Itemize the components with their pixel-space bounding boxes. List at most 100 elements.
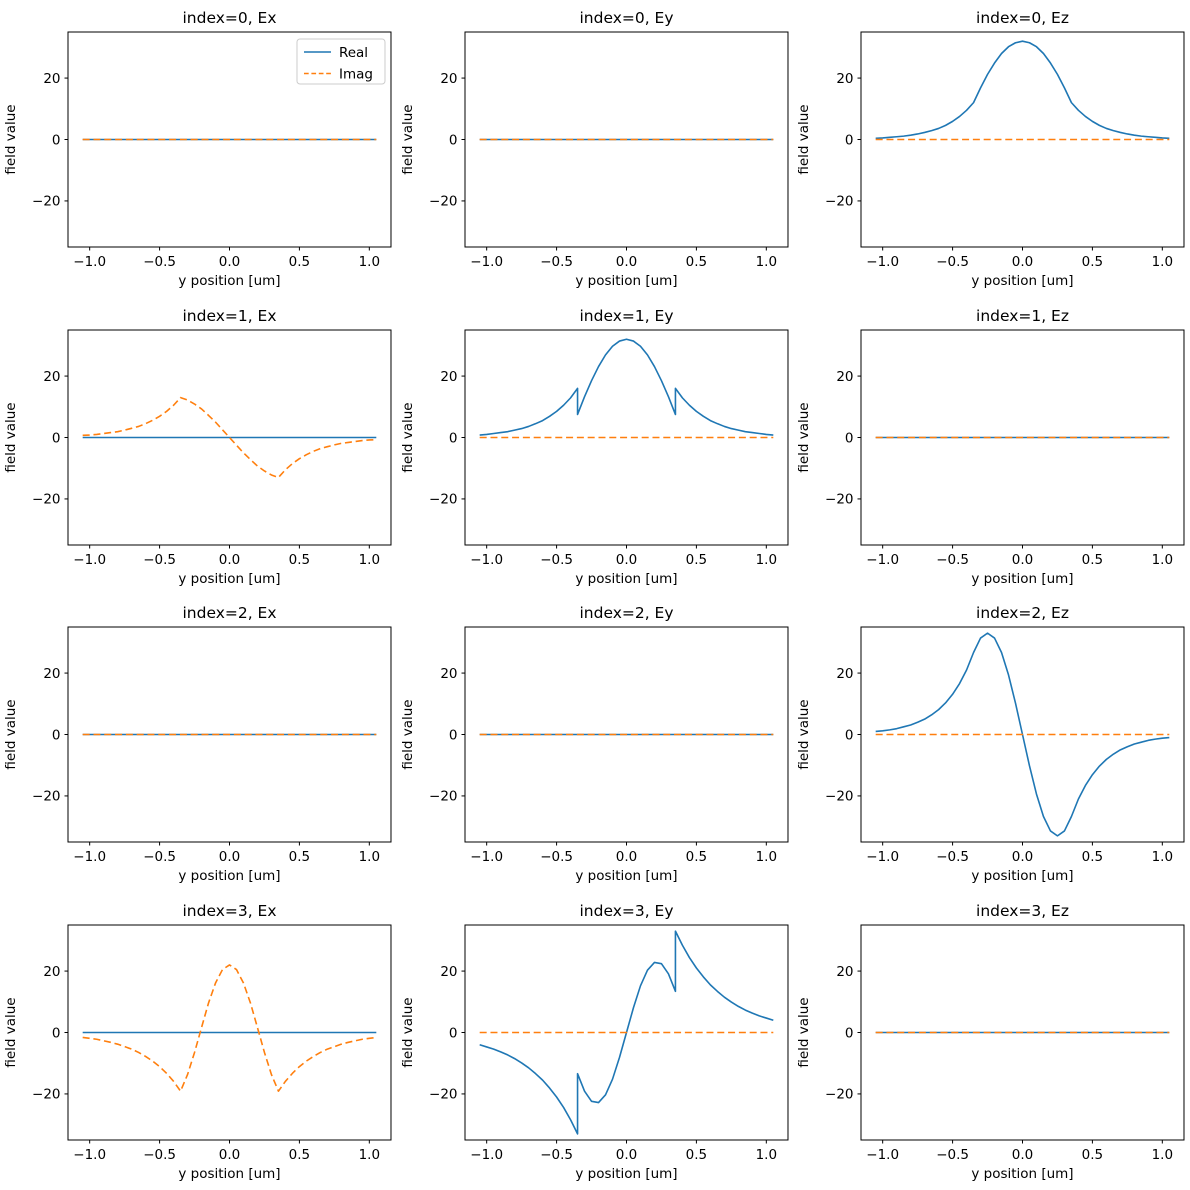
x-tick-label: 0.5: [685, 1146, 706, 1162]
subplot-3: −1.0 −0.5 0.0 0.5 1.0 −20 0 20 index=1, Ex y posi…: [3, 307, 392, 586]
x-tick-label: 0.0: [615, 254, 636, 270]
x-tick-label: −1.0: [867, 849, 900, 865]
y-axis-label: field value: [796, 699, 812, 769]
y-tick-label: 20: [43, 71, 60, 87]
real-line: [479, 337, 774, 436]
subplot-title: index=1, Ez: [976, 307, 1069, 325]
y-tick-label: 0: [52, 1025, 61, 1041]
x-tick-label: −0.5: [540, 551, 573, 567]
y-tick-label: −20: [429, 491, 457, 507]
subplot-title: index=3, Ey: [579, 902, 673, 920]
x-tick-label: −0.5: [937, 1146, 970, 1162]
x-tick-label: −1.0: [867, 254, 900, 270]
x-axis-label: y position [um]: [178, 570, 280, 586]
subplot-0: −1.0 −0.5 0.0 0.5 1.0 −20 0 20 index=0, Ex y posi…: [3, 9, 392, 289]
x-axis-label: y position [um]: [972, 868, 1074, 884]
x-tick-label: 0.5: [1082, 849, 1103, 865]
x-tick-label: −1.0: [470, 1146, 503, 1162]
y-tick-label: 0: [449, 1025, 458, 1041]
y-tick-label: 20: [837, 963, 854, 979]
x-axis-label: y position [um]: [972, 570, 1074, 586]
x-tick-label: 0.0: [219, 1146, 240, 1162]
y-tick-label: −20: [429, 1086, 457, 1102]
x-tick-label: 1.0: [359, 551, 380, 567]
x-tick-label: −0.5: [540, 254, 573, 270]
x-tick-label: 1.0: [1152, 849, 1173, 865]
x-axis-label: y position [um]: [575, 1165, 677, 1181]
x-tick-label: 0.5: [685, 551, 706, 567]
x-axis-label: y position [um]: [972, 273, 1074, 289]
subplot-11: −1.0 −0.5 0.0 0.5 1.0 −20 0 20 index=3, Ez y posi…: [796, 902, 1185, 1181]
y-tick-label: 20: [43, 963, 60, 979]
x-tick-label: 0.0: [615, 849, 636, 865]
series-group: [875, 40, 1170, 141]
y-axis-label: field value: [796, 997, 812, 1067]
y-axis-label: field value: [3, 699, 19, 769]
y-tick-label: −20: [32, 789, 60, 805]
y-axis-label: field value: [3, 997, 19, 1067]
x-tick-label: −1.0: [73, 551, 106, 567]
legend-real-label: Real: [339, 45, 368, 61]
x-tick-label: 1.0: [1152, 254, 1173, 270]
y-tick-label: 20: [837, 71, 854, 87]
x-tick-label: −1.0: [867, 551, 900, 567]
series-group: [82, 396, 377, 478]
subplot-title: index=2, Ez: [976, 604, 1069, 622]
x-tick-label: 0.0: [1012, 849, 1033, 865]
x-tick-label: −1.0: [470, 551, 503, 567]
x-tick-label: 0.0: [615, 1146, 636, 1162]
x-tick-label: −0.5: [143, 254, 176, 270]
x-axis-label: y position [um]: [575, 273, 677, 289]
y-axis-label: field value: [400, 402, 416, 472]
x-tick-label: 1.0: [359, 254, 380, 270]
x-tick-label: 0.0: [219, 254, 240, 270]
subplot-title: index=1, Ey: [579, 307, 673, 325]
y-tick-label: 20: [837, 666, 854, 682]
y-tick-label: 0: [52, 132, 61, 148]
legend-imag-label: Imag: [339, 66, 373, 82]
x-tick-label: 0.0: [219, 551, 240, 567]
y-tick-label: −20: [32, 1086, 60, 1102]
x-tick-label: 1.0: [755, 254, 776, 270]
series-group: [875, 632, 1170, 837]
x-tick-label: −0.5: [143, 849, 176, 865]
x-tick-label: 0.5: [685, 849, 706, 865]
y-tick-label: 20: [43, 666, 60, 682]
x-tick-label: −0.5: [540, 849, 573, 865]
x-axis-label: y position [um]: [972, 1165, 1074, 1181]
y-tick-label: 20: [837, 368, 854, 384]
x-tick-label: −0.5: [540, 1146, 573, 1162]
x-tick-label: 1.0: [755, 1146, 776, 1162]
x-tick-label: 0.5: [289, 1146, 310, 1162]
y-tick-label: 0: [845, 430, 854, 446]
y-tick-label: 0: [52, 430, 61, 446]
y-tick-label: 20: [440, 368, 457, 384]
y-axis-label: field value: [796, 104, 812, 174]
imag-line: [82, 396, 377, 478]
y-tick-label: 0: [845, 1025, 854, 1041]
x-tick-label: 0.0: [1012, 254, 1033, 270]
real-line: [875, 40, 1170, 140]
x-tick-label: −0.5: [143, 1146, 176, 1162]
y-tick-label: 20: [43, 368, 60, 384]
subplot-10: −1.0 −0.5 0.0 0.5 1.0 −20 0 20 index=3, Ey y posi…: [400, 902, 789, 1181]
x-tick-label: 0.5: [1082, 254, 1103, 270]
x-axis-label: y position [um]: [178, 273, 280, 289]
x-tick-label: 0.0: [1012, 551, 1033, 567]
x-tick-label: −0.5: [937, 849, 970, 865]
x-tick-label: −1.0: [470, 849, 503, 865]
subplot-6: −1.0 −0.5 0.0 0.5 1.0 −20 0 20 index=2, Ex y posi…: [3, 604, 392, 884]
imag-line: [82, 963, 377, 1092]
series-group: [479, 337, 774, 438]
y-tick-label: −20: [825, 194, 853, 210]
x-tick-label: −0.5: [143, 551, 176, 567]
y-tick-label: 20: [440, 666, 457, 682]
y-tick-label: −20: [32, 194, 60, 210]
x-tick-label: 0.0: [615, 551, 636, 567]
x-axis-label: y position [um]: [575, 570, 677, 586]
series-group: [479, 929, 774, 1135]
y-axis-label: field value: [3, 104, 19, 174]
x-tick-label: 0.5: [685, 254, 706, 270]
y-tick-label: 20: [440, 71, 457, 87]
